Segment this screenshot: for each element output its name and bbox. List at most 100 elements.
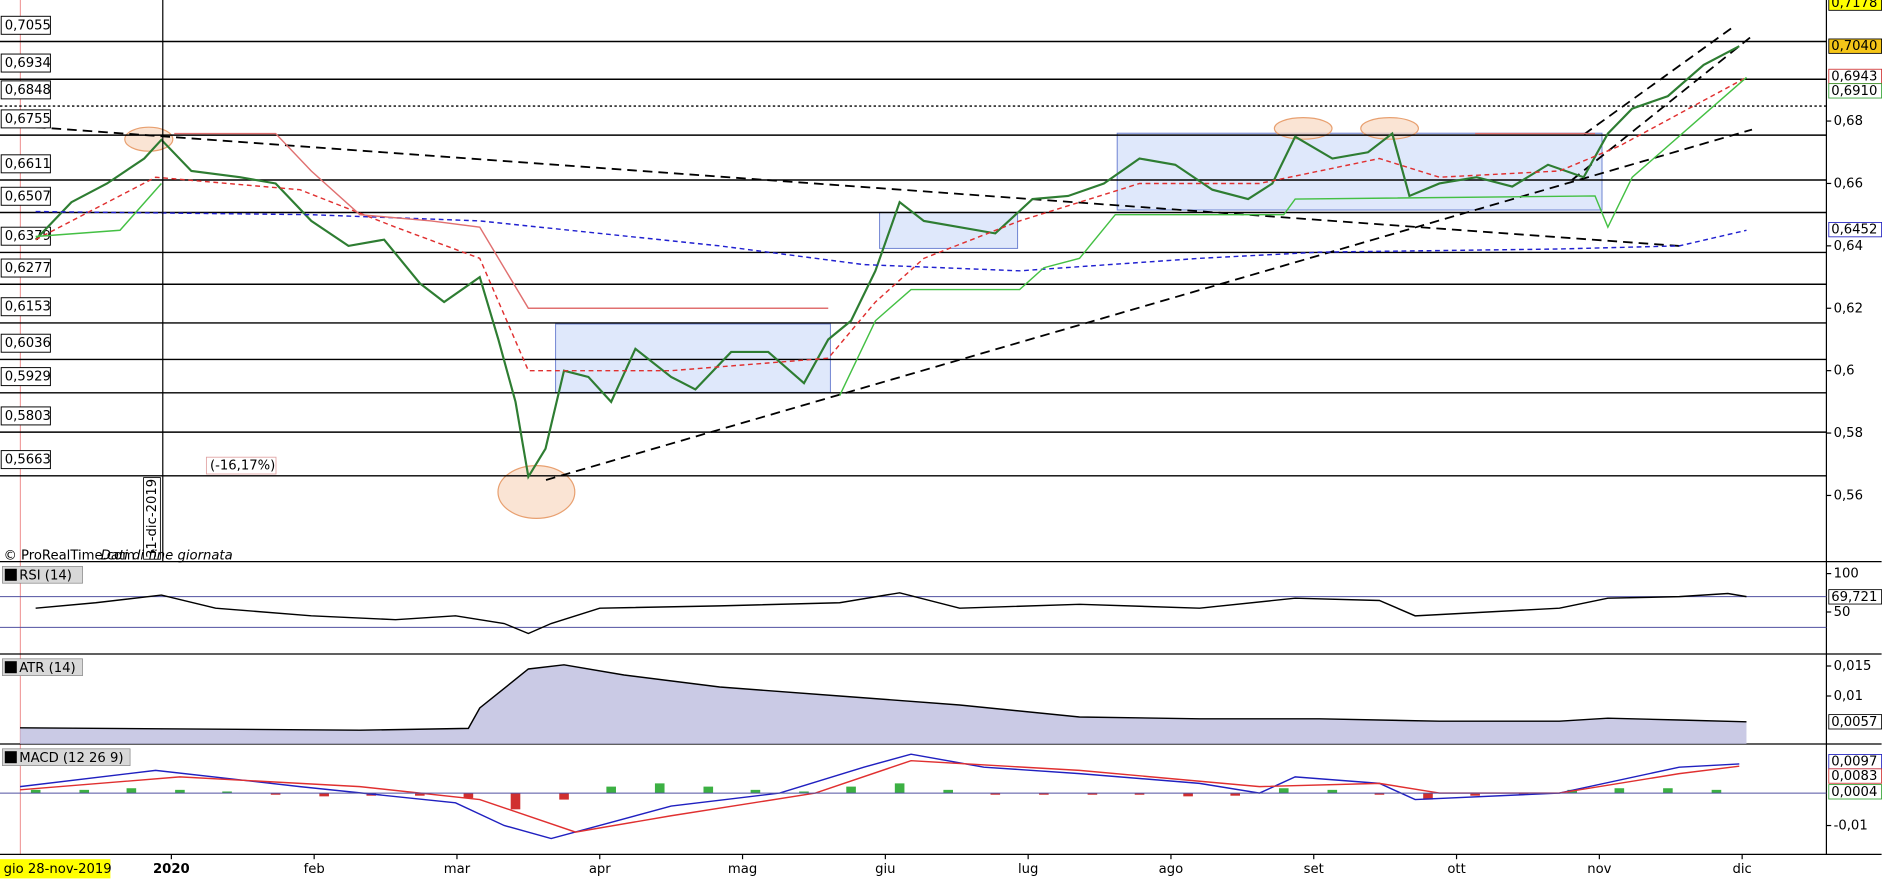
level-label-box: [0, 258, 51, 278]
level-label-box: [0, 367, 51, 387]
histogram-bar: [126, 788, 137, 794]
date-marker-box: [143, 477, 161, 560]
histogram-bar: [1183, 793, 1193, 797]
value-box-label: 0,6452: [1831, 223, 1877, 238]
y-tick-label: 0,66: [1834, 176, 1863, 191]
source-note: Dati di fine giornata: [101, 549, 233, 564]
panel-title-square: [4, 751, 17, 764]
panel-title-square: [4, 661, 17, 674]
level-label: 0,7055: [5, 18, 51, 33]
date-label-box: [0, 859, 111, 879]
trend-line: [545, 128, 1753, 481]
histogram-bar: [654, 783, 665, 794]
level-label: 0,5803: [5, 409, 51, 424]
y-tick-label: 0,01: [1834, 689, 1863, 704]
value-box-label: 0,7040: [1831, 39, 1877, 54]
value-box-label: 0,0083: [1831, 769, 1877, 784]
highlight-ellipse: [497, 465, 576, 520]
y-tick-label: 50: [1834, 605, 1851, 620]
histogram-bar: [1327, 789, 1338, 794]
histogram-bar: [415, 793, 425, 796]
panel-title: MACD (12 26 9): [19, 751, 123, 766]
level-label: 0,5663: [5, 453, 51, 468]
series-line: [34, 45, 1740, 480]
histogram-bar: [1087, 793, 1098, 795]
date-marker-label: 31-dic-2019: [145, 479, 160, 558]
histogram-bar: [990, 793, 1001, 795]
histogram-bar: [894, 783, 905, 794]
histogram-bar: [1711, 789, 1722, 794]
panel: 0,015 0,01 0,0057 ATR (14): [2, 658, 1882, 744]
histogram-bar: [1423, 793, 1433, 800]
level-label-box: [0, 53, 51, 73]
level-label-box: [0, 450, 51, 470]
y-tick-label: 0,015: [1834, 659, 1872, 674]
histogram-bar: [1230, 793, 1241, 796]
y-tick-label: 0,6: [1834, 364, 1855, 379]
series-line: [20, 664, 1747, 731]
series-line: [35, 76, 1747, 372]
x-tick-label: apr: [589, 862, 611, 877]
histogram-bar: [943, 789, 953, 794]
level-label: 0,6848: [5, 83, 51, 98]
x-tick-label: mar: [444, 862, 471, 877]
x-tick-label: nov: [1587, 862, 1611, 877]
histogram-bar: [1518, 793, 1529, 795]
panel-title-box: [2, 748, 131, 766]
level-label-box: [0, 186, 51, 206]
x-tick-label: giu: [875, 862, 895, 877]
y-tick-label: 0,68: [1834, 114, 1863, 129]
drawings: [19, 0, 1753, 855]
histogram-bar: [30, 789, 41, 794]
histogram-bar: [1278, 788, 1289, 794]
value-box-label: 0,6943: [1831, 69, 1877, 84]
y-tick-label: 0,58: [1834, 426, 1863, 441]
histogram-bar: [175, 789, 185, 794]
highlight-ellipse: [1273, 117, 1333, 140]
value-box-label: 0,6910: [1831, 84, 1877, 99]
histogram-bar: [703, 786, 714, 794]
level-label-box: [0, 406, 51, 426]
series-line: [19, 753, 1740, 840]
panel-title-square: [4, 568, 17, 581]
histogram-bar: [1374, 793, 1385, 795]
histogram-bar: [1134, 793, 1145, 795]
panel-title: ATR (14): [19, 661, 75, 676]
histogram-bar: [319, 793, 329, 797]
histogram-bar: [606, 786, 616, 794]
level-label-box: [0, 80, 51, 100]
trend-line: [35, 126, 1681, 247]
histogram-bar: [1039, 793, 1049, 795]
trend-line: [1571, 35, 1753, 181]
histogram-bar: [510, 793, 521, 810]
panel-title: RSI (14): [19, 568, 72, 583]
series-line: [35, 76, 1747, 396]
date-label: gio 28-nov-2019: [4, 862, 112, 877]
y-tick-label: -0,01: [1834, 819, 1868, 834]
level-label-box: [0, 154, 51, 174]
panel-title-box: [2, 658, 83, 676]
x-tick-label: ott: [1447, 862, 1465, 877]
level-label: 0,6379: [5, 229, 51, 244]
value-box-label: 0,0057: [1831, 715, 1877, 730]
histogram-bar: [1614, 788, 1625, 794]
y-tick-label: 0,62: [1834, 301, 1863, 316]
series-line: [35, 210, 1747, 272]
histogram-bar: [1470, 793, 1480, 796]
x-tick-label: mag: [728, 862, 757, 877]
value-box-label: 0,7178: [1831, 0, 1877, 11]
histogram-bar: [846, 786, 856, 794]
level-label: 0,6153: [5, 300, 51, 315]
x-tick-label: dic: [1733, 862, 1752, 877]
level-label-box: [0, 15, 51, 35]
level-label: 0,6611: [5, 157, 51, 172]
panel-title-box: [2, 566, 83, 584]
x-tick-label: ago: [1159, 862, 1184, 877]
histogram-bar: [463, 793, 474, 798]
histogram-bar: [270, 793, 281, 795]
x-tick-label: feb: [304, 862, 325, 877]
